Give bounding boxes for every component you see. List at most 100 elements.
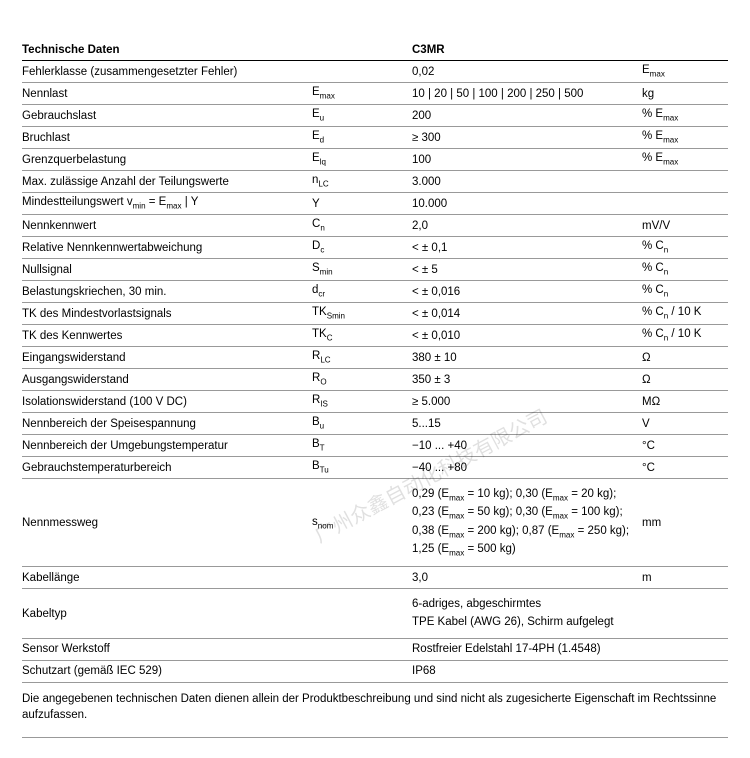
row-symbol: Elq (312, 152, 412, 166)
row-value: < ± 0,1 (412, 242, 642, 254)
row-symbol: BTu (312, 460, 412, 474)
row-label: Eingangswiderstand (22, 352, 312, 364)
row-value: 100 (412, 154, 642, 166)
row-label: TK des Mindestvorlastsignals (22, 308, 312, 320)
table-row: AusgangswiderstandRO350 ± 3Ω (22, 369, 728, 391)
table-row: Max. zulässige Anzahl der Teilungswerten… (22, 171, 728, 193)
row-symbol: TKC (312, 328, 412, 342)
row-label: Nennbereich der Umgebungstemperatur (22, 440, 312, 452)
table-row: Kabellänge 3,0m (22, 567, 728, 589)
row-unit: % Cn (642, 262, 728, 276)
row-unit: Ω (642, 352, 728, 364)
row-value: 5...15 (412, 418, 642, 430)
row-symbol: RIS (312, 394, 412, 408)
row-value: < ± 0,016 (412, 286, 642, 298)
row-value: IP68 (412, 665, 642, 677)
row-symbol: Eu (312, 108, 412, 122)
row-value: 380 ± 10 (412, 352, 642, 364)
row-label: Ausgangswiderstand (22, 374, 312, 386)
table-row: NennkennwertCn2,0mV/V (22, 215, 728, 237)
row-value: < ± 5 (412, 264, 642, 276)
row-symbol: Y (312, 198, 412, 210)
table-row: Nennmesswegsnom0,29 (Emax = 10 kg); 0,30… (22, 479, 728, 567)
row-label: Nennlast (22, 88, 312, 100)
row-value: 200 (412, 110, 642, 122)
row-label: Nennbereich der Speisespannung (22, 418, 312, 430)
row-label: Sensor Werkstoff (22, 643, 312, 655)
table-row: Nennbereich der SpeisespannungBu5...15V (22, 413, 728, 435)
table-row: TK des MindestvorlastsignalsTKSmin< ± 0,… (22, 303, 728, 325)
row-label: Gebrauchstemperaturbereich (22, 462, 312, 474)
row-value: ≥ 300 (412, 132, 642, 144)
row-label: Fehlerklasse (zusammengesetzter Fehler) (22, 66, 312, 78)
row-value: 0,29 (Emax = 10 kg); 0,30 (Emax = 20 kg)… (412, 482, 642, 563)
row-unit: Emax (642, 64, 728, 78)
table-row: Isolationswiderstand (100 V DC)RIS≥ 5.00… (22, 391, 728, 413)
table-row: Belastungskriechen, 30 min.dcr< ± 0,016%… (22, 281, 728, 303)
row-unit: °C (642, 440, 728, 452)
row-label: Max. zulässige Anzahl der Teilungswerte (22, 176, 312, 188)
row-label: Kabeltyp (22, 608, 312, 620)
table-row: Nennbereich der UmgebungstemperaturBT−10… (22, 435, 728, 457)
header-value: C3MR (412, 44, 642, 56)
row-value: < ± 0,014 (412, 308, 642, 320)
row-unit: mm (642, 517, 728, 529)
row-value: 2,0 (412, 220, 642, 232)
row-value: 10.000 (412, 198, 642, 210)
row-label: Mindestteilungswert vmin = Emax | Y (22, 196, 312, 210)
row-value: ≥ 5.000 (412, 396, 642, 408)
row-symbol: nLC (312, 174, 412, 188)
row-value: 3,0 (412, 572, 642, 584)
row-unit: % Cn / 10 K (642, 306, 728, 320)
table-row: NullsignalSmin< ± 5% Cn (22, 259, 728, 281)
row-symbol: snom (312, 516, 412, 530)
spec-table-body: Fehlerklasse (zusammengesetzter Fehler) 0… (22, 61, 728, 683)
row-label: Gebrauchslast (22, 110, 312, 122)
row-label: Schutzart (gemäß IEC 529) (22, 665, 312, 677)
row-value: 6-adriges, abgeschirmtesTPE Kabel (AWG 2… (412, 592, 642, 635)
row-unit: MΩ (642, 396, 728, 408)
row-unit: % Emax (642, 130, 728, 144)
row-symbol: Emax (312, 86, 412, 100)
row-symbol: BT (312, 438, 412, 452)
table-row: GrenzquerbelastungElq100% Emax (22, 149, 728, 171)
row-symbol: Smin (312, 262, 412, 276)
row-symbol: TKSmin (312, 306, 412, 320)
table-row: Schutzart (gemäß IEC 529) IP68 (22, 661, 728, 683)
footnote-text: Die angegebenen technischen Daten dienen… (22, 691, 728, 738)
table-row: Mindestteilungswert vmin = Emax | YY10.0… (22, 193, 728, 215)
row-unit: Ω (642, 374, 728, 386)
row-value: 10 | 20 | 50 | 100 | 200 | 250 | 500 (412, 88, 642, 100)
row-unit: % Cn (642, 240, 728, 254)
row-label: Nullsignal (22, 264, 312, 276)
header-symbol (312, 44, 412, 56)
row-symbol: Bu (312, 416, 412, 430)
table-row: Kabeltyp 6-adriges, abgeschirmtesTPE Kabe… (22, 589, 728, 639)
row-value: 350 ± 3 (412, 374, 642, 386)
row-label: Kabellänge (22, 572, 312, 584)
row-symbol: Dc (312, 240, 412, 254)
table-row: GebrauchstemperaturbereichBTu−40 ... +80… (22, 457, 728, 479)
row-unit: °C (642, 462, 728, 474)
row-unit: % Cn / 10 K (642, 328, 728, 342)
row-value: Rostfreier Edelstahl 17-4PH (1.4548) (412, 643, 642, 655)
table-header: Technische Daten C3MR (22, 40, 728, 61)
row-unit: % Emax (642, 152, 728, 166)
row-symbol: dcr (312, 284, 412, 298)
row-value: < ± 0,010 (412, 330, 642, 342)
row-symbol: RO (312, 372, 412, 386)
row-label: Belastungskriechen, 30 min. (22, 286, 312, 298)
row-label: Bruchlast (22, 132, 312, 144)
row-label: Nennmessweg (22, 517, 312, 529)
table-row: Sensor Werkstoff Rostfreier Edelstahl 17-… (22, 639, 728, 661)
table-row: BruchlastEd≥ 300% Emax (22, 127, 728, 149)
row-symbol: Cn (312, 218, 412, 232)
row-unit: m (642, 572, 728, 584)
row-symbol: RLC (312, 350, 412, 364)
table-row: GebrauchslastEu200% Emax (22, 105, 728, 127)
row-unit: kg (642, 88, 728, 100)
row-unit: mV/V (642, 220, 728, 232)
row-value: −10 ... +40 (412, 440, 642, 452)
header-label: Technische Daten (22, 44, 312, 56)
row-value: 3.000 (412, 176, 642, 188)
